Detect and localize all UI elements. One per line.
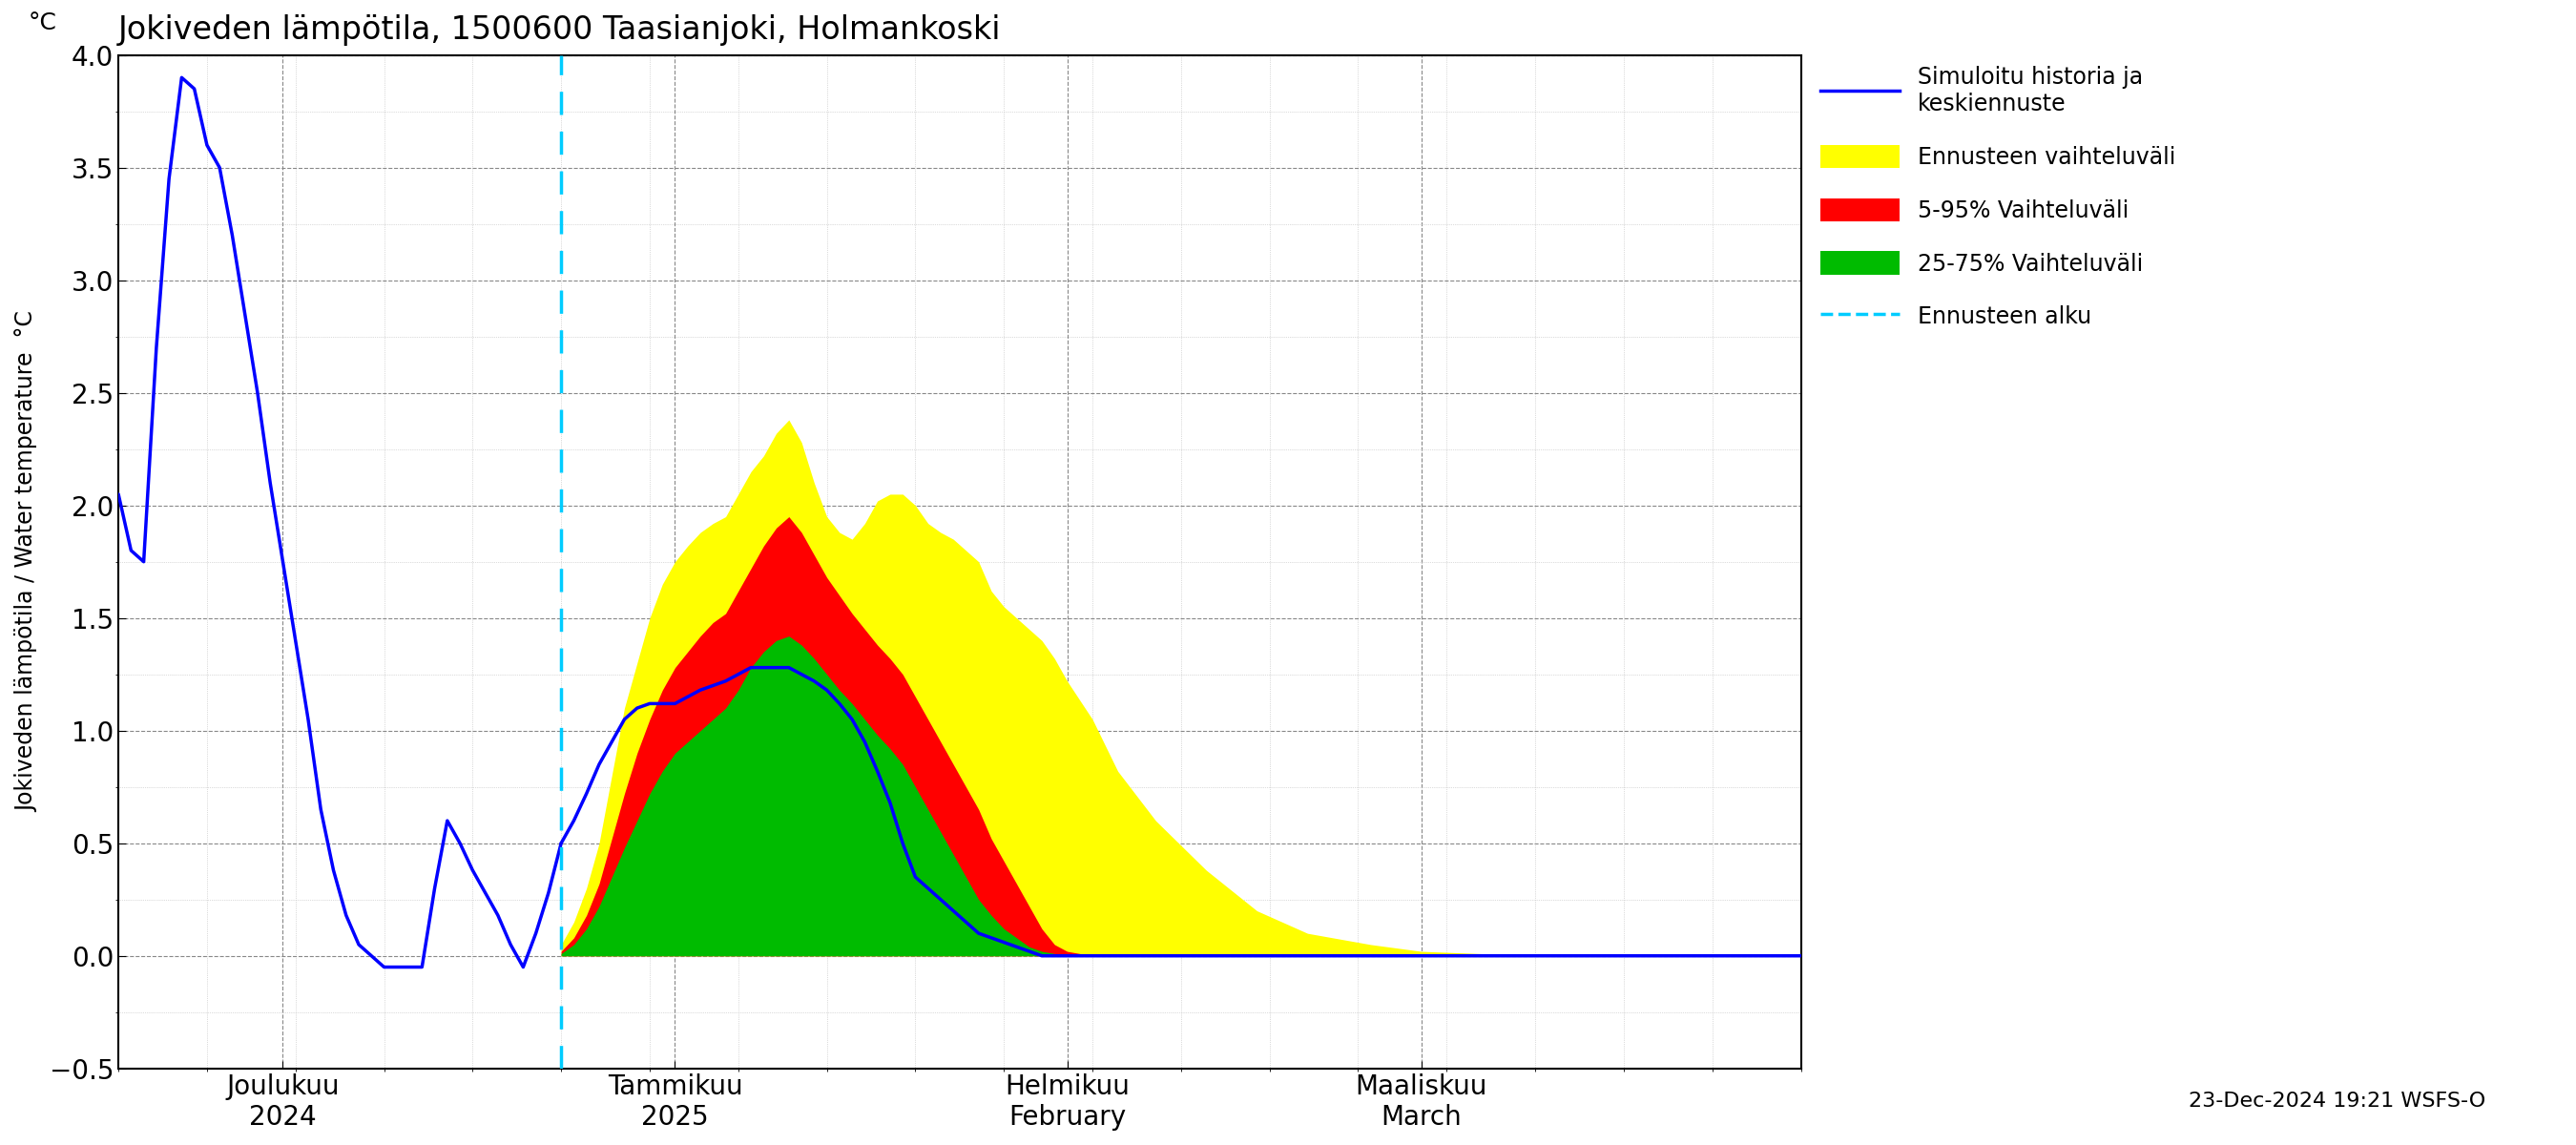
Text: Jokiveden lämpötila, 1500600 Taasianjoki, Holmankoski: Jokiveden lämpötila, 1500600 Taasianjoki… — [118, 14, 1002, 46]
Y-axis label: Jokiveden lämpötila / Water temperature  °C: Jokiveden lämpötila / Water temperature … — [15, 311, 39, 812]
Legend: Simuloitu historia ja
keskiennuste, Ennusteen vaihteluväli, 5-95% Vaihteluväli, : Simuloitu historia ja keskiennuste, Ennu… — [1808, 55, 2187, 340]
Text: 23-Dec-2024 19:21 WSFS-O: 23-Dec-2024 19:21 WSFS-O — [2190, 1091, 2486, 1111]
Text: °C: °C — [28, 11, 57, 34]
